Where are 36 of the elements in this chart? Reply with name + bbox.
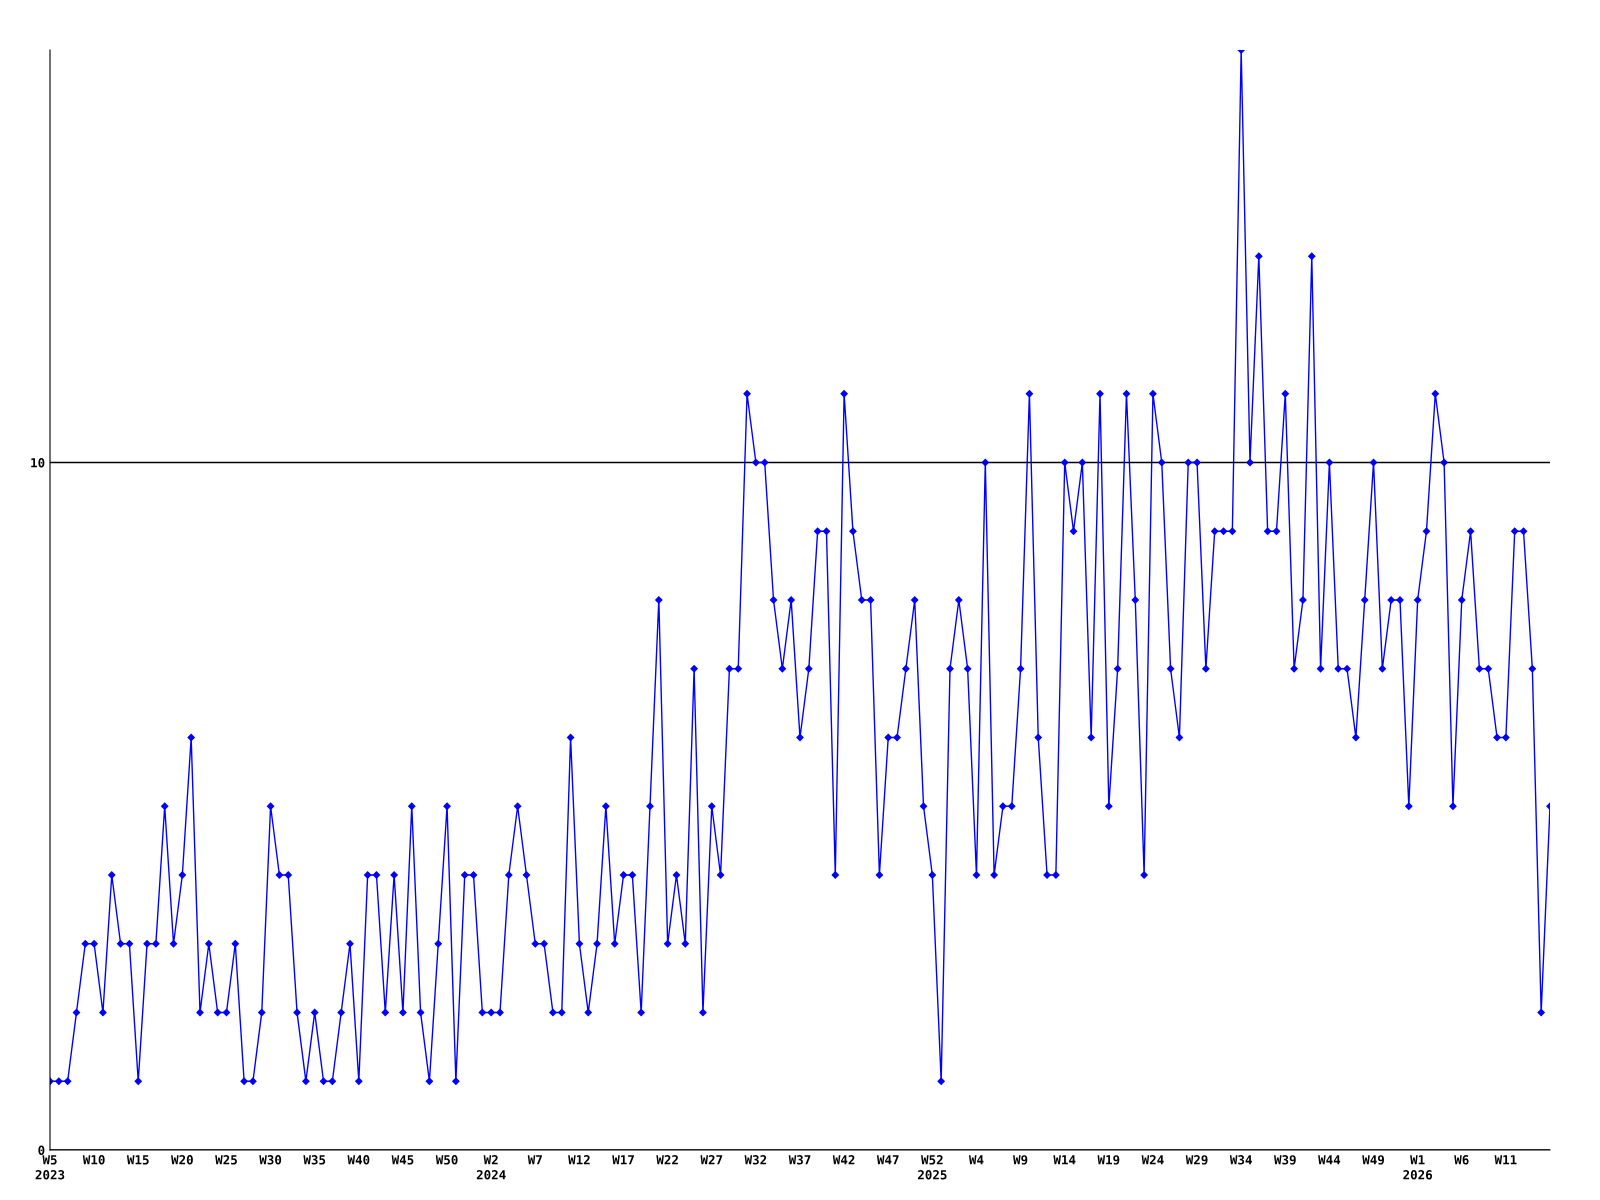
x-tick-label: W42 xyxy=(832,1155,855,1165)
x-tick-label: W32 xyxy=(744,1155,767,1165)
x-tick-label: W10 xyxy=(82,1155,105,1165)
x-tick-label: W27 xyxy=(700,1155,723,1165)
x-tick-label: W34 xyxy=(1229,1155,1252,1165)
x-tick-label: W44 xyxy=(1318,1155,1341,1165)
x-tick-label: W9 xyxy=(1013,1155,1028,1165)
x-tick-label: W29 xyxy=(1185,1155,1208,1165)
x-tick-label: W5 2023 xyxy=(35,1155,65,1180)
x-tick-label: W14 xyxy=(1053,1155,1076,1165)
x-tick-label: W47 xyxy=(876,1155,899,1165)
y-tick-label: 10 xyxy=(31,457,45,468)
x-tick-label: W1 2026 xyxy=(1403,1155,1433,1180)
x-tick-label: W19 xyxy=(1097,1155,1120,1165)
x-tick-label: W22 xyxy=(656,1155,678,1165)
x-tick-label: W45 xyxy=(391,1155,414,1165)
x-tick-label: W4 xyxy=(968,1155,984,1165)
x-tick-label: W20 xyxy=(171,1155,193,1165)
x-tick-label: W17 xyxy=(612,1155,634,1165)
x-tick-label: W30 xyxy=(259,1155,282,1165)
x-tick-label: W37 xyxy=(788,1155,811,1165)
x-tick-label: W50 xyxy=(435,1155,458,1165)
x-tick-label: W15 xyxy=(126,1155,149,1165)
x-tick-label: W12 xyxy=(568,1155,590,1165)
x-tick-label: W6 xyxy=(1454,1155,1469,1165)
x-tick-label: W40 xyxy=(347,1155,370,1165)
x-tick-label: W24 xyxy=(1141,1155,1164,1165)
x-tick-label: W25 xyxy=(215,1155,237,1165)
x-tick-label: W2 2024 xyxy=(476,1155,506,1180)
x-tick-label: W35 xyxy=(303,1155,326,1165)
x-tick-label: W7 xyxy=(527,1155,542,1165)
x-tick-label: W49 xyxy=(1362,1155,1385,1165)
y-tick-label: 0 xyxy=(38,1145,45,1155)
x-tick-label: W11 xyxy=(1494,1155,1517,1165)
x-tick-label: W52 2025 xyxy=(918,1155,947,1180)
x-tick-label: W39 xyxy=(1274,1155,1296,1165)
